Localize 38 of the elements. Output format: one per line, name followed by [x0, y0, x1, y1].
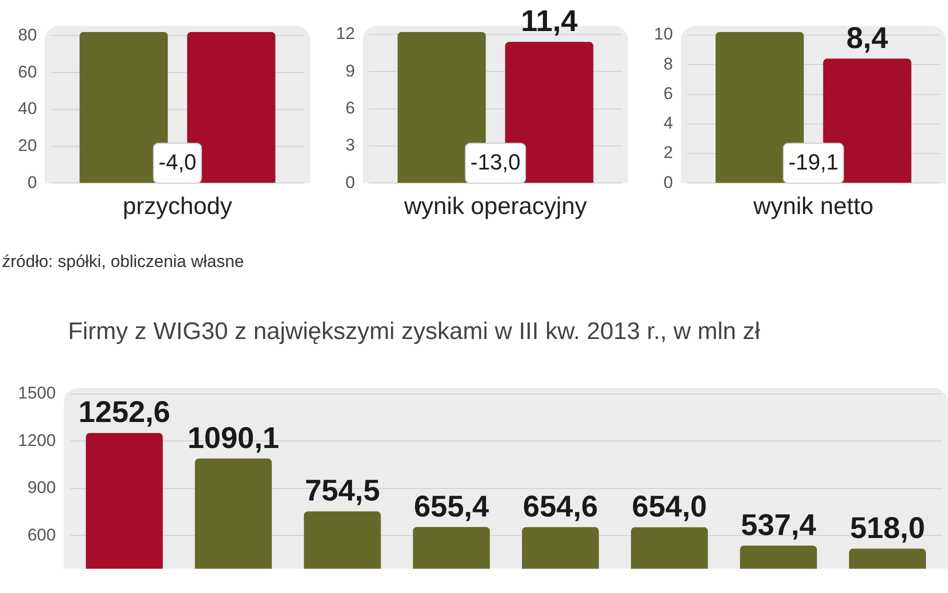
y-tick-label: 3	[345, 136, 355, 155]
y-tick-label: 1500	[18, 384, 56, 403]
data-label: 11,4	[520, 5, 578, 38]
x-tick-label: przychody	[122, 193, 232, 220]
y-tick-label: 8	[663, 54, 673, 74]
annotation: -19,1	[788, 149, 839, 174]
data-label: 1090,1	[187, 422, 280, 455]
y-tick-label: 6	[345, 98, 355, 118]
x-tick-label: wynik operacyjny	[403, 193, 587, 220]
annotation: -4,0	[158, 149, 196, 174]
data-label: 537,4	[740, 508, 816, 542]
data-label: 8,4	[846, 22, 888, 55]
y-tick-label: 900	[27, 478, 56, 498]
annotation: -13,0	[470, 149, 521, 174]
y-tick-label: 6	[663, 84, 673, 103]
x-tick-label: wynik netto	[752, 193, 874, 220]
y-tick-label: 40	[18, 99, 37, 118]
chart-title: Firmy z WIG30 z największymi zyskami w III kw. 2013 r., w mln zł	[68, 318, 762, 347]
y-tick-label: 12	[336, 24, 355, 44]
y-tick-label: 4	[663, 114, 673, 133]
data-label: 654,6	[522, 490, 598, 524]
y-tick-label: 1200	[18, 430, 56, 450]
y-tick-label: 60	[18, 62, 37, 82]
data-label: 754,5	[304, 474, 380, 508]
y-tick-label: 9	[345, 61, 355, 80]
data-label: 655,4	[414, 490, 490, 524]
data-label: 518,0	[850, 512, 926, 545]
y-tick-label: 0	[345, 172, 355, 192]
y-tick-label: 0	[27, 172, 37, 192]
text: źródło: spółki, obliczenia własne	[2, 252, 244, 272]
data-label: 1252,6	[78, 396, 170, 430]
y-tick-label: 20	[18, 136, 37, 156]
y-tick-label: 10	[654, 24, 673, 44]
data-label: 654,0	[632, 490, 707, 524]
y-tick-label: 0	[663, 172, 673, 192]
y-tick-label: 600	[27, 525, 56, 544]
y-tick-label: 2	[663, 143, 673, 162]
y-tick-label: 80	[18, 25, 37, 44]
